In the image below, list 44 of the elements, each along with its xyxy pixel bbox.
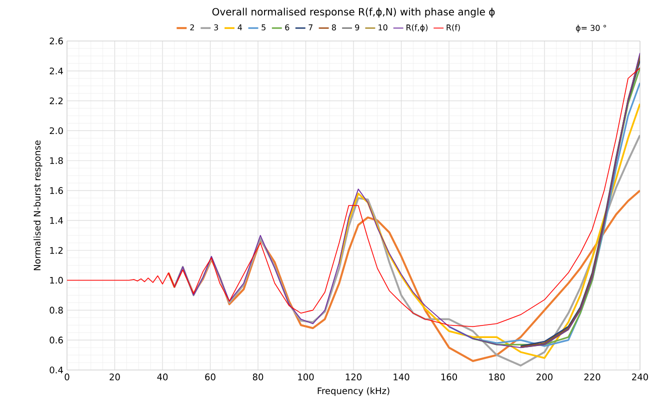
legend-label: 7 [308,24,312,30]
line-series [174,134,640,366]
x-tick-label: 180 [489,374,505,380]
legend-label: 4 [238,24,242,30]
legend-label: 3 [214,24,218,30]
x-tick-label: 220 [584,374,600,380]
x-tick-label: 20 [110,374,120,380]
y-tick-label: 2.4 [50,68,63,74]
x-tick-label: 120 [346,374,362,380]
y-tick-label: 0.4 [50,366,63,374]
y-tick-label: 2.6 [50,38,63,44]
y-tick-label: 0.8 [50,306,63,314]
y-tick-label: 1.8 [50,157,63,164]
line-series [338,102,640,359]
x-tick-label: 100 [298,374,314,380]
line-series [448,82,640,347]
y-tick-label: 0.6 [50,336,63,344]
y-axis-title: Normalised N-burst response [34,140,42,270]
legend-label: R(f) [446,24,460,32]
x-tick-label: 0 [64,374,70,380]
y-tick-label: 2.2 [50,97,63,104]
x-tick-label: 80 [252,374,264,380]
legend-label: 9 [355,24,360,30]
x-tick-label: 60 [205,374,216,380]
line-series [168,52,640,348]
y-tick-label: 2.0 [50,127,63,134]
y-tick-label: 1.6 [50,187,63,194]
legend-label: 10 [378,24,388,30]
x-tick-label: 200 [536,374,552,380]
legend-label: R(f,ϕ) [406,24,428,32]
y-tick-label: 1.2 [50,247,63,254]
legend-label: 6 [285,24,290,30]
legend-label: 8 [332,24,336,30]
legend-label: 2 [190,24,194,30]
y-tick-label: 1.4 [50,217,63,224]
chart-title: Overall normalised response R(f,ϕ,N) with phase angle ϕ [212,8,495,18]
x-tick-label: 240 [632,374,648,380]
text: ϕ= 30 ° [576,24,606,32]
x-tick-label: 140 [394,374,410,380]
x-tick-label: 40 [157,374,168,380]
y-tick-label: 1.0 [50,276,63,284]
x-tick-label: 160 [441,374,457,380]
legend-label: 5 [262,24,266,30]
x-axis-title: Frequency (kHz) [318,387,390,396]
